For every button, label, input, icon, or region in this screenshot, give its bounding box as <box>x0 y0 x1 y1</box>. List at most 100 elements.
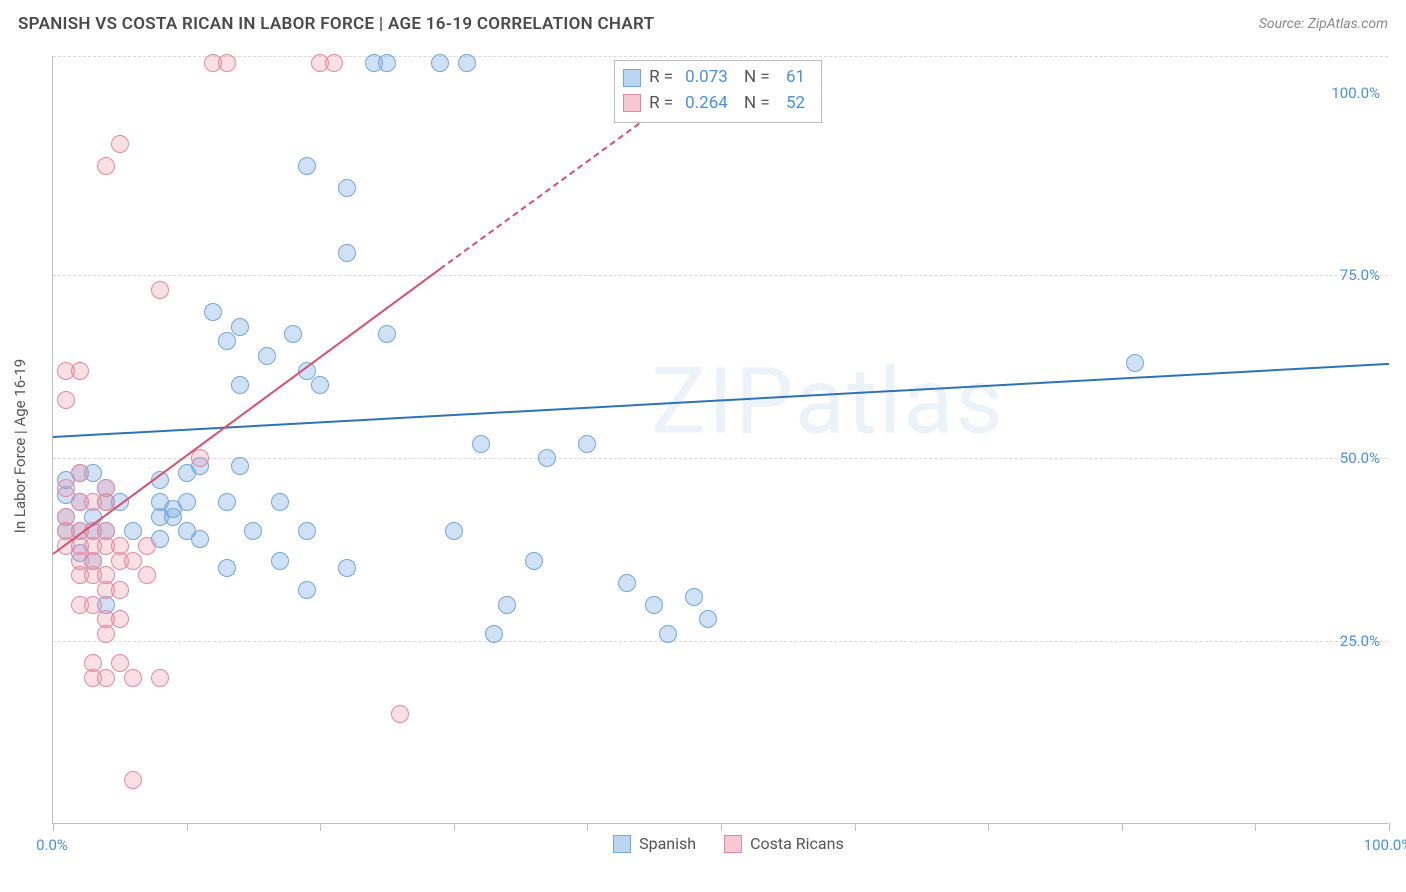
plot-area: ZIPatlas 25.0%50.0%75.0%100.0%R =0.073 N… <box>52 56 1388 824</box>
correlation-chart: SPANISH VS COSTA RICAN IN LABOR FORCE | … <box>0 0 1406 892</box>
scatter-point-spanish <box>699 610 717 628</box>
scatter-point-costa_ricans <box>57 391 75 409</box>
x-tick <box>454 823 455 831</box>
swatch-spanish <box>623 69 641 87</box>
scatter-point-spanish <box>271 552 289 570</box>
x-tick <box>587 823 588 831</box>
legend-label: Spanish <box>639 834 696 853</box>
legend-label: Costa Ricans <box>750 834 844 853</box>
scatter-point-spanish <box>338 559 356 577</box>
scatter-point-spanish <box>218 332 236 350</box>
stat-n-value: 52 <box>778 91 809 117</box>
title-bar: SPANISH VS COSTA RICAN IN LABOR FORCE | … <box>18 14 1388 34</box>
scatter-point-costa_ricans <box>191 449 209 467</box>
x-tick <box>320 823 321 831</box>
scatter-point-costa_ricans <box>325 54 343 72</box>
scatter-point-spanish <box>298 157 316 175</box>
legend-item-costa_ricans: Costa Ricans <box>724 834 844 853</box>
scatter-point-costa_ricans <box>97 566 115 584</box>
scatter-point-spanish <box>1126 354 1144 372</box>
scatter-point-costa_ricans <box>124 669 142 687</box>
scatter-point-costa_ricans <box>84 596 102 614</box>
legend-item-spanish: Spanish <box>613 834 696 853</box>
scatter-point-spanish <box>445 522 463 540</box>
scatter-point-spanish <box>231 318 249 336</box>
scatter-point-spanish <box>538 449 556 467</box>
x-tick <box>187 823 188 831</box>
source-label: Source: ZipAtlas.com <box>1259 16 1388 32</box>
scatter-point-spanish <box>431 54 449 72</box>
scatter-point-spanish <box>178 493 196 511</box>
scatter-point-spanish <box>458 54 476 72</box>
x-tick-label: 0.0% <box>36 836 68 854</box>
x-tick <box>988 823 989 831</box>
x-tick <box>1389 823 1390 831</box>
scatter-point-spanish <box>618 574 636 592</box>
stat-r-label: R = <box>649 65 673 91</box>
swatch-costa_ricans <box>623 94 641 112</box>
gridline <box>53 458 1388 459</box>
y-tick-label: 75.0% <box>1340 266 1380 284</box>
scatter-point-spanish <box>298 581 316 599</box>
scatter-point-costa_ricans <box>391 705 409 723</box>
stats-legend: R = 0.073 N = 61R = 0.264 N = 52 <box>614 60 822 123</box>
scatter-point-costa_ricans <box>84 654 102 672</box>
x-tick-label: 100.0% <box>1364 836 1406 854</box>
gridline <box>53 275 1388 276</box>
y-tick-label: 100.0% <box>1331 84 1380 102</box>
y-tick-label: 50.0% <box>1340 449 1380 467</box>
scatter-point-costa_ricans <box>71 362 89 380</box>
scatter-point-spanish <box>498 596 516 614</box>
scatter-point-spanish <box>378 54 396 72</box>
scatter-point-spanish <box>218 559 236 577</box>
scatter-point-spanish <box>204 303 222 321</box>
scatter-point-spanish <box>378 325 396 343</box>
scatter-point-costa_ricans <box>97 479 115 497</box>
scatter-point-costa_ricans <box>218 54 236 72</box>
trend-line-costa_ricans <box>52 268 441 555</box>
scatter-point-costa_ricans <box>111 610 129 628</box>
x-tick <box>1255 823 1256 831</box>
scatter-point-spanish <box>311 376 329 394</box>
scatter-point-spanish <box>338 179 356 197</box>
scatter-point-spanish <box>645 596 663 614</box>
scatter-point-costa_ricans <box>71 464 89 482</box>
stat-r-label: R = <box>649 91 673 117</box>
scatter-point-spanish <box>258 347 276 365</box>
series-legend: Spanish Costa Ricans <box>613 834 844 853</box>
scatter-point-costa_ricans <box>138 566 156 584</box>
scatter-point-costa_ricans <box>97 157 115 175</box>
scatter-point-costa_ricans <box>124 771 142 789</box>
stat-r-value: 0.073 <box>681 65 732 91</box>
stats-row-costa_ricans: R =0.264 N = 52 <box>623 91 809 117</box>
scatter-point-spanish <box>244 522 262 540</box>
scatter-point-costa_ricans <box>111 135 129 153</box>
scatter-point-costa_ricans <box>151 281 169 299</box>
scatter-point-costa_ricans <box>151 669 169 687</box>
scatter-point-costa_ricans <box>111 581 129 599</box>
scatter-point-spanish <box>298 522 316 540</box>
x-tick <box>1122 823 1123 831</box>
chart-title: SPANISH VS COSTA RICAN IN LABOR FORCE | … <box>18 14 654 34</box>
scatter-point-spanish <box>231 457 249 475</box>
scatter-point-spanish <box>659 625 677 643</box>
stat-n-value: 61 <box>778 65 809 91</box>
scatter-point-spanish <box>472 435 490 453</box>
gridline <box>53 641 1388 642</box>
swatch-costa_ricans <box>724 835 742 853</box>
scatter-point-spanish <box>271 493 289 511</box>
y-tick-label: 25.0% <box>1340 632 1380 650</box>
y-axis-title: In Labor Force | Age 16-19 <box>11 359 29 533</box>
scatter-point-spanish <box>124 522 142 540</box>
scatter-point-costa_ricans <box>138 537 156 555</box>
stat-n-label: N = <box>740 65 770 91</box>
scatter-point-spanish <box>485 625 503 643</box>
swatch-spanish <box>613 835 631 853</box>
stats-row-spanish: R = 0.073 N = 61 <box>623 65 809 91</box>
scatter-point-costa_ricans <box>97 669 115 687</box>
scatter-point-spanish <box>525 552 543 570</box>
scatter-point-spanish <box>578 435 596 453</box>
scatter-point-spanish <box>685 588 703 606</box>
scatter-point-costa_ricans <box>111 537 129 555</box>
stat-r-value: 0.264 <box>681 91 732 117</box>
